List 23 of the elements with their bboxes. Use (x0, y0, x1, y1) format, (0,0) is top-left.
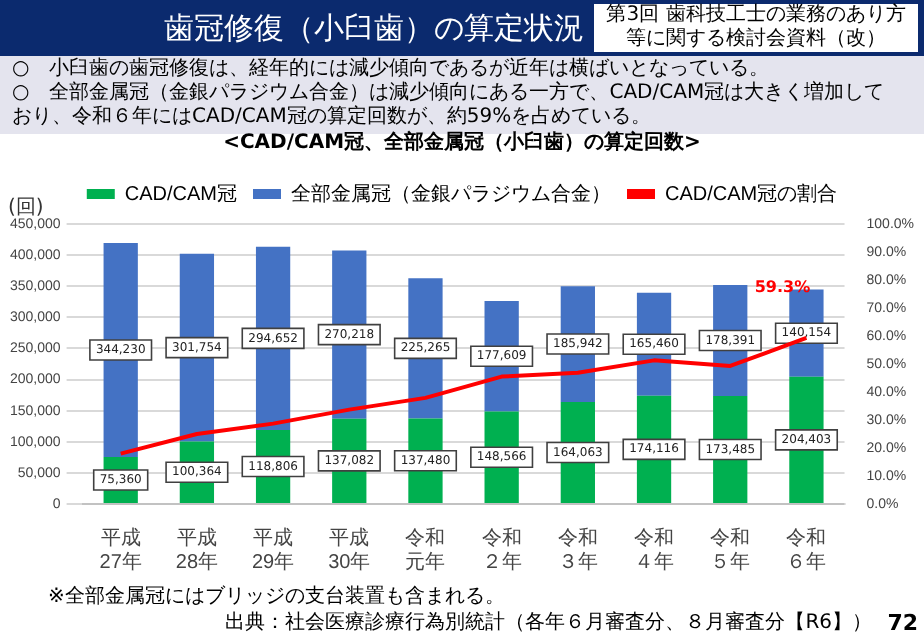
legend-label: CAD/CAM冠の割合 (665, 181, 838, 206)
x-tick-label: 令和４年 (634, 525, 675, 574)
source-note: 出典：社会医療診療行為別統計（各年６月審査分、８月審査分【R6】） (225, 612, 872, 636)
text: ○ 全部金属冠（金銀パラジウム合金）は減少傾向にある一方で、CAD/CAM冠は大きく増加しており、令和６年にはCAD/CAM冠の算定回数が、約59%を占めている。 (10, 82, 887, 130)
chart-subtitle: <CAD/CAM冠、全部金属冠（小臼歯）の算定回数> (221, 132, 703, 156)
x-tick-label: 平成28年 (175, 525, 219, 574)
text: ○ 小臼歯の歯冠修復は、経年的には減少傾向であるが近年は横ばいとなっている。 (10, 58, 772, 81)
legend-label: 全部金属冠（金銀パラジウム合金） (291, 181, 611, 206)
x-tick-label: 令和元年 (405, 525, 446, 574)
text: 第3回 歯科技工士の業務のあり方等に関する検討会資料（改） (594, 4, 918, 52)
x-tick-label: 平成29年 (251, 525, 295, 574)
x-tick-label: 平成27年 (99, 525, 142, 574)
x-tick-label: 令和５年 (710, 525, 751, 574)
legend-label: CAD/CAM冠 (124, 183, 238, 206)
text: ※全部金属冠にはブリッジの支台装置も含まれる。 (48, 586, 505, 610)
x-tick-label: 令和２年 (481, 525, 522, 574)
x-tick-label: 令和３年 (557, 525, 598, 574)
chart-title: 歯冠修復（小臼歯）の算定状況 (164, 8, 584, 48)
text: 72 (887, 610, 918, 636)
x-tick-label: 平成30年 (328, 525, 371, 574)
y-axis-title: (回) (8, 197, 44, 220)
data-label: 59.3% (754, 278, 811, 297)
x-tick-label: 令和６年 (786, 525, 827, 574)
